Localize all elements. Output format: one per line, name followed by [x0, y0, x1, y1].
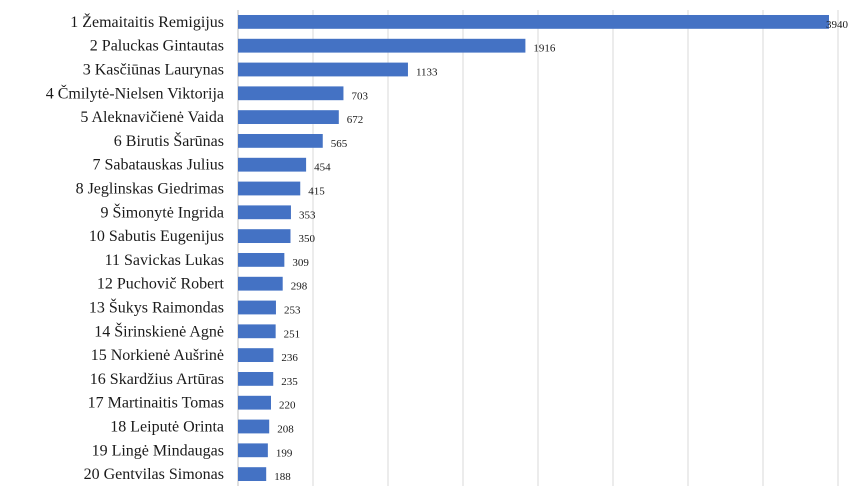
category-label: 9 Šimonytė Ingrida — [100, 202, 224, 221]
bar — [238, 371, 274, 386]
bar — [238, 181, 301, 196]
bar — [238, 348, 274, 363]
bar — [238, 14, 829, 29]
category-label: 15 Norkienė Aušrinė — [91, 347, 224, 364]
category-label: 18 Leiputė Orinta — [110, 419, 224, 436]
bars — [238, 14, 829, 482]
data-label: 350 — [299, 233, 316, 245]
bar — [238, 133, 323, 148]
bar — [238, 62, 408, 77]
data-label: 235 — [281, 376, 298, 388]
category-label: 13 Šukys Raimondas — [89, 298, 224, 317]
bar — [238, 300, 276, 315]
data-label: 199 — [276, 447, 293, 459]
data-label: 188 — [274, 471, 291, 483]
bar — [238, 110, 339, 125]
data-label: 253 — [284, 305, 301, 317]
category-label: 14 Širinskienė Agnė — [94, 321, 224, 340]
data-label: 1916 — [533, 43, 556, 55]
bar — [238, 86, 344, 101]
category-label: 8 Jeglinskas Giedrimas — [76, 181, 224, 198]
data-label: 353 — [299, 209, 316, 221]
data-label: 672 — [347, 114, 364, 126]
data-label: 220 — [279, 400, 296, 412]
data-label: 208 — [277, 424, 294, 436]
category-label: 2 Paluckas Gintautas — [90, 38, 224, 55]
category-label: 10 Sabutis Eugenijus — [89, 228, 224, 245]
data-label: 703 — [351, 90, 368, 102]
data-label: 3940 — [826, 19, 849, 31]
category-label: 12 Puchovič Robert — [97, 276, 225, 293]
bar — [238, 443, 268, 458]
category-label: 19 Lingė Mindaugas — [92, 442, 224, 459]
category-label: 7 Sabatauskas Julius — [92, 157, 224, 174]
bar — [238, 276, 283, 291]
category-label: 1 Žemaitaitis Remigijus — [70, 12, 224, 31]
gridlines — [237, 10, 839, 486]
bar — [238, 157, 307, 172]
category-label: 4 Čmilytė-Nielsen Viktorija — [46, 83, 224, 102]
data-label: 251 — [284, 328, 301, 340]
bar — [238, 205, 291, 220]
data-label: 1133 — [416, 67, 438, 79]
category-label: 11 Savickas Lukas — [105, 252, 224, 269]
category-label: 3 Kasčiūnas Laurynas — [83, 62, 224, 79]
category-label: 5 Aleknavičienė Vaida — [80, 109, 224, 126]
bar — [238, 252, 285, 267]
category-label: 17 Martinaitis Tomas — [88, 395, 224, 412]
data-label: 236 — [281, 352, 298, 364]
data-label: 298 — [291, 281, 308, 293]
bar — [238, 38, 526, 53]
bar — [238, 324, 276, 339]
category-label: 6 Birutis Šarūnas — [114, 131, 224, 150]
data-label: 565 — [331, 138, 348, 150]
bar — [238, 467, 267, 482]
bar — [238, 419, 270, 434]
bar — [238, 395, 271, 410]
bar — [238, 229, 291, 244]
data-label: 415 — [308, 186, 325, 198]
category-labels: 1 Žemaitaitis Remigijus 2 Paluckas Gintau… — [46, 12, 225, 483]
category-label: 16 Skardžius Artūras — [90, 371, 224, 388]
category-label: 20 Gentvilas Simonas — [84, 466, 224, 483]
data-label: 454 — [314, 162, 331, 174]
data-label: 309 — [292, 257, 309, 269]
